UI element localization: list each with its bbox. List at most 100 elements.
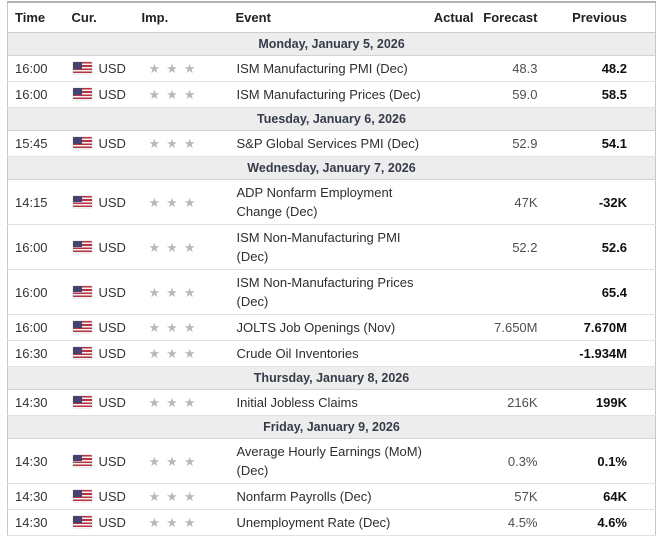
actual-value [425, 55, 480, 82]
star-icon: ★ [183, 395, 196, 410]
us-flag-icon [72, 396, 92, 408]
star-icon: ★ [183, 136, 196, 151]
event-row: 16:00 USD ★ ★ ★ JOLTS Job Openings (Nov) 7… [7, 314, 656, 341]
event-name[interactable]: ISM Non-Manufacturing Prices (Dec) [235, 269, 426, 315]
event-row: 14:30 USD ★ ★ ★ Nonfarm Payrolls (Dec) 57K… [7, 483, 656, 510]
event-name[interactable]: ISM Manufacturing Prices (Dec) [235, 81, 426, 108]
event-time: 14:30 [7, 483, 72, 510]
event-time: 14:30 [7, 509, 72, 536]
day-header-label: Friday, January 9, 2026 [7, 415, 656, 439]
event-row: 16:00 USD ★ ★ ★ ISM Non-Manufacturing PMI … [7, 224, 656, 270]
star-icon: ★ [148, 136, 161, 151]
day-header-label: Tuesday, January 6, 2026 [7, 107, 656, 131]
event-time: 16:00 [7, 81, 72, 108]
previous-value: 48.2 [545, 55, 656, 82]
star-icon: ★ [183, 515, 196, 530]
actual-value [425, 130, 480, 157]
event-row: 16:00 USD ★ ★ ★ ISM Non-Manufacturing Pric… [7, 269, 656, 315]
star-icon: ★ [148, 239, 161, 255]
currency-label: USD [98, 346, 126, 361]
previous-value: 199K [545, 389, 656, 416]
event-currency: USD [71, 81, 142, 108]
event-time: 16:00 [7, 224, 72, 270]
importance-stars: ★ ★ ★ [141, 81, 236, 108]
col-header-time: Time [7, 2, 72, 33]
event-row: 16:00 USD ★ ★ ★ ISM Manufacturing Prices (… [7, 81, 656, 108]
day-header-label: Thursday, January 8, 2026 [7, 366, 656, 390]
previous-value: 52.6 [545, 224, 656, 270]
forecast-value: 7.650M [479, 314, 546, 341]
event-name[interactable]: ISM Manufacturing PMI (Dec) [235, 55, 426, 82]
col-header-currency: Cur. [71, 2, 142, 33]
previous-value: -32K [545, 179, 656, 225]
event-name[interactable]: JOLTS Job Openings (Nov) [235, 314, 426, 341]
us-flag-icon [72, 490, 92, 502]
star-icon: ★ [166, 61, 178, 76]
economic-calendar-table: Time Cur. Imp. Event Actual Forecast Pre… [7, 1, 656, 536]
day-header-label: Monday, January 5, 2026 [7, 32, 656, 56]
importance-stars: ★ ★ ★ [141, 483, 236, 510]
actual-value [425, 269, 480, 315]
forecast-value: 0.3% [479, 438, 546, 484]
forecast-value: 59.0 [479, 81, 546, 108]
event-name[interactable]: ISM Non-Manufacturing PMI (Dec) [235, 224, 426, 270]
actual-value [425, 179, 480, 225]
event-row: 14:30 USD ★ ★ ★ Average Hourly Earnings (M… [7, 438, 656, 484]
forecast-value: 52.2 [479, 224, 546, 270]
previous-value: 54.1 [545, 130, 656, 157]
event-name[interactable]: Unemployment Rate (Dec) [235, 509, 426, 536]
actual-value [425, 314, 480, 341]
star-icon: ★ [166, 194, 178, 210]
star-icon: ★ [183, 320, 196, 335]
importance-stars: ★ ★ ★ [141, 438, 236, 484]
us-flag-icon [72, 321, 92, 333]
event-row: 16:30 USD ★ ★ ★ Crude Oil Inventories -1.9… [7, 340, 656, 367]
event-name[interactable]: ADP Nonfarm Employment Change (Dec) [235, 179, 426, 225]
event-currency: USD [71, 483, 142, 510]
us-flag-icon [72, 516, 92, 528]
star-icon: ★ [148, 515, 161, 530]
event-currency: USD [71, 269, 142, 315]
star-icon: ★ [166, 136, 178, 151]
star-icon: ★ [148, 489, 161, 504]
forecast-value: 216K [479, 389, 546, 416]
event-name[interactable]: Average Hourly Earnings (MoM) (Dec) [235, 438, 426, 484]
day-header-row: Friday, January 9, 2026 [7, 415, 656, 439]
actual-value [425, 483, 480, 510]
importance-stars: ★ ★ ★ [141, 130, 236, 157]
star-icon: ★ [183, 284, 196, 300]
star-icon: ★ [148, 61, 161, 76]
currency-label: USD [98, 239, 126, 255]
us-flag-icon [72, 62, 92, 74]
event-name[interactable]: Crude Oil Inventories [235, 340, 426, 367]
event-currency: USD [71, 179, 142, 225]
actual-value [425, 224, 480, 270]
event-currency: USD [71, 224, 142, 270]
event-name[interactable]: Initial Jobless Claims [235, 389, 426, 416]
previous-value: 65.4 [545, 269, 656, 315]
star-icon: ★ [183, 194, 196, 210]
actual-value [425, 389, 480, 416]
day-header-label: Wednesday, January 7, 2026 [7, 156, 656, 180]
star-icon: ★ [166, 453, 178, 469]
forecast-value: 52.9 [479, 130, 546, 157]
forecast-value [479, 269, 546, 315]
forecast-value: 4.5% [479, 509, 546, 536]
star-icon: ★ [166, 395, 178, 410]
event-time: 16:30 [7, 340, 72, 367]
us-flag-icon [72, 454, 92, 467]
event-name[interactable]: S&P Global Services PMI (Dec) [235, 130, 426, 157]
event-row: 16:00 USD ★ ★ ★ ISM Manufacturing PMI (Dec… [7, 55, 656, 82]
calendar-body: Monday, January 5, 2026 16:00 USD ★ ★ ★ IS… [7, 32, 656, 536]
event-currency: USD [71, 314, 142, 341]
star-icon: ★ [183, 489, 196, 504]
importance-stars: ★ ★ ★ [141, 389, 236, 416]
star-icon: ★ [148, 346, 161, 361]
currency-label: USD [98, 453, 126, 469]
star-icon: ★ [183, 346, 196, 361]
event-row: 15:45 USD ★ ★ ★ S&P Global Services PMI (D… [7, 130, 656, 157]
us-flag-icon [72, 88, 92, 100]
currency-label: USD [98, 489, 126, 504]
forecast-value: 57K [479, 483, 546, 510]
event-name[interactable]: Nonfarm Payrolls (Dec) [235, 483, 426, 510]
